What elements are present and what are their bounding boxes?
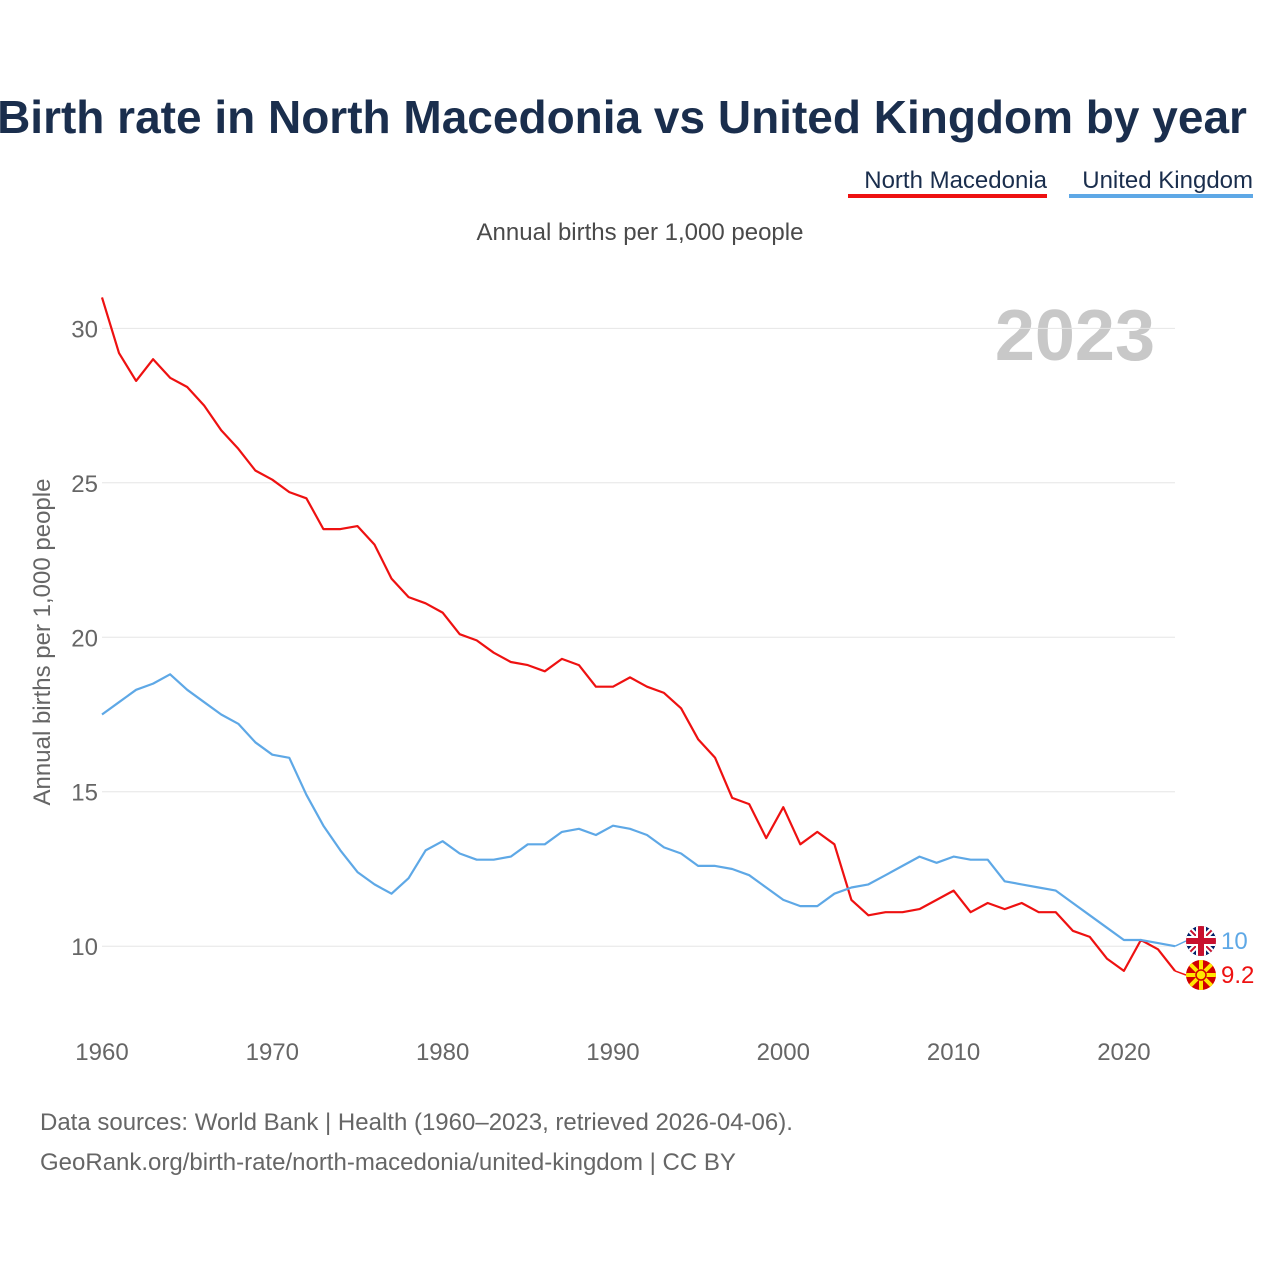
- legend-swatch-united-kingdom: [1069, 194, 1253, 198]
- y-tick-label-15: 15: [71, 780, 98, 807]
- series-line-united-kingdom[interactable]: [101, 673, 1176, 948]
- legend-label-north-macedonia[interactable]: North Macedonia: [864, 167, 1047, 194]
- end-marker-north-macedonia: 9.2: [1174, 960, 1254, 990]
- x-tick-label-1990: 1990: [586, 1039, 639, 1066]
- x-tick-label-2010: 2010: [927, 1039, 980, 1066]
- x-tick-label-1960: 1960: [75, 1039, 128, 1066]
- x-tick-label-2020: 2020: [1097, 1039, 1150, 1066]
- end-value-north-macedonia: 9.2: [1221, 962, 1254, 989]
- north-macedonia-flag-icon: [1186, 960, 1216, 990]
- x-tick-label-1970: 1970: [246, 1039, 299, 1066]
- legend-swatch-north-macedonia: [848, 194, 1047, 198]
- chart-title: Birth rate in North Macedonia vs United …: [0, 91, 1247, 143]
- y-tick-label-25: 25: [71, 471, 98, 498]
- footer-attribution: GeoRank.org/birth-rate/north-macedonia/u…: [40, 1149, 736, 1176]
- legend-label-united-kingdom[interactable]: United Kingdom: [1082, 167, 1253, 194]
- end-value-united-kingdom: 10: [1221, 928, 1248, 955]
- series-lines: [100, 297, 1176, 973]
- chart-subtitle: Annual births per 1,000 people: [477, 219, 804, 246]
- x-tick-label-2000: 2000: [757, 1039, 810, 1066]
- y-tick-label-30: 30: [71, 316, 98, 343]
- year-label: 2023: [995, 296, 1155, 376]
- x-tick-label-1980: 1980: [416, 1039, 469, 1066]
- end-connector-united-kingdom: [1174, 940, 1187, 947]
- end-marker-united-kingdom: 10: [1174, 926, 1248, 956]
- y-axis-label: Annual births per 1,000 people: [29, 479, 56, 806]
- y-tick-label-10: 10: [71, 934, 98, 961]
- gridlines: [102, 327, 1175, 947]
- series-line-north-macedonia[interactable]: [100, 297, 1176, 973]
- y-axis-ticks: 10 15 20 25 30: [71, 316, 98, 961]
- y-tick-label-20: 20: [71, 625, 98, 652]
- uk-flag-icon: [1186, 926, 1216, 956]
- x-axis-ticks: 1960 1970 1980 1990 2000 2010 2020: [75, 1039, 1150, 1066]
- footer-sources: Data sources: World Bank | Health (1960–…: [40, 1109, 793, 1136]
- end-connector-north-macedonia: [1174, 970, 1187, 976]
- legend: North Macedonia United Kingdom: [848, 167, 1253, 198]
